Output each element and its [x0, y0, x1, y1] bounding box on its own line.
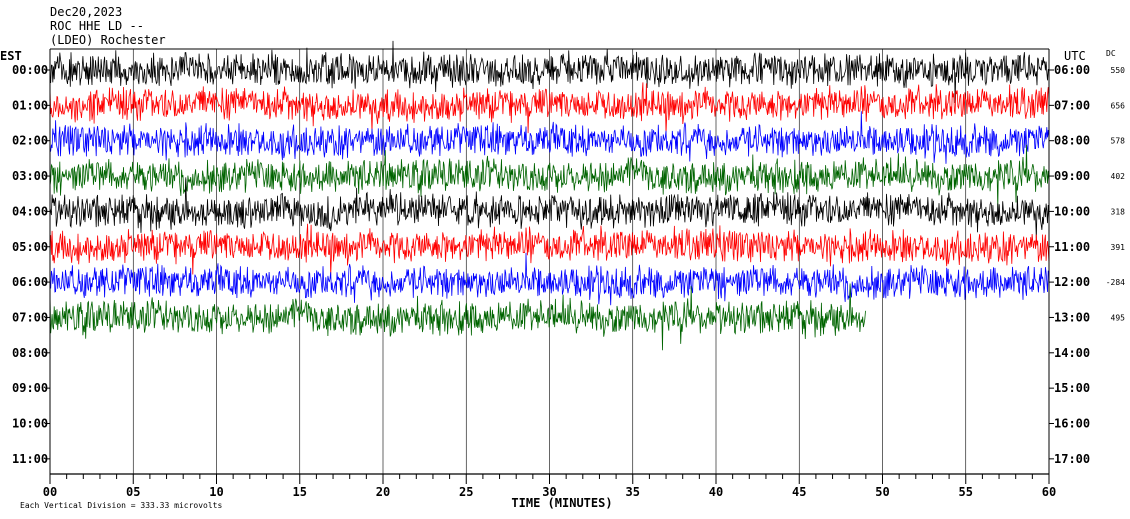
- x-tick-label: 05: [126, 485, 140, 499]
- x-tick-label: 15: [293, 485, 307, 499]
- seismic-traces: [49, 40, 1050, 351]
- utc-axis-label: UTC: [1064, 49, 1086, 63]
- dc-offset: 318: [1111, 207, 1126, 216]
- x-tick-label: 25: [459, 485, 473, 499]
- trace-0000: [49, 40, 1050, 104]
- utc-label: 10:00: [1054, 204, 1090, 218]
- x-tick-label: 35: [626, 485, 640, 499]
- utc-label: 06:00: [1054, 63, 1090, 77]
- est-label: 03:00: [12, 169, 48, 183]
- x-tick-label: 30: [542, 485, 556, 499]
- dc-label: DC: [1106, 49, 1116, 58]
- trace-0400: [49, 177, 1050, 239]
- plot-frame: [49, 48, 1050, 484]
- est-label: 02:00: [12, 134, 48, 148]
- utc-label: 09:00: [1054, 169, 1090, 183]
- trace-0300: [49, 144, 1050, 209]
- header-network: (LDEO) Rochester: [50, 33, 166, 47]
- x-tick-label: 45: [792, 485, 806, 499]
- dc-offset: 578: [1111, 137, 1126, 146]
- trace-0700: [49, 283, 866, 351]
- est-label: 01:00: [12, 98, 48, 112]
- hour-labels: 00:00 06:00 01:00 07:00 02:00 08:00 03:00 09:00…: [12, 63, 1125, 466]
- minute-tick-labels: 00 05 10 15 20 25 30 35 40 45 50 55 60: [43, 485, 1056, 499]
- est-label: 11:00: [12, 452, 48, 466]
- utc-label: 08:00: [1054, 134, 1090, 148]
- est-label: 06:00: [12, 275, 48, 289]
- x-tick-label: 00: [43, 485, 57, 499]
- est-label: 08:00: [12, 346, 48, 360]
- utc-label: 17:00: [1054, 452, 1090, 466]
- x-axis-title: TIME (MINUTES): [511, 496, 612, 510]
- dc-offset: -284: [1106, 278, 1125, 287]
- header-date: Dec20,2023: [50, 5, 122, 19]
- dc-offset: 402: [1111, 172, 1126, 181]
- utc-label: 11:00: [1054, 240, 1090, 254]
- est-label: 10:00: [12, 417, 48, 431]
- utc-label: 15:00: [1054, 381, 1090, 395]
- dc-offset: 656: [1111, 101, 1126, 110]
- utc-label: 12:00: [1054, 275, 1090, 289]
- est-label: 05:00: [12, 240, 48, 254]
- est-label: 00:00: [12, 63, 48, 77]
- utc-label: 14:00: [1054, 346, 1090, 360]
- utc-label: 07:00: [1054, 98, 1090, 112]
- vertical-division-note: Each Vertical Division = 333.33 microvol…: [20, 501, 222, 510]
- minute-gridlines: [132, 49, 967, 474]
- header-station: ROC HHE LD --: [50, 19, 144, 33]
- trace-0200: [49, 111, 1050, 164]
- utc-label: 13:00: [1054, 310, 1090, 324]
- x-tick-label: 55: [959, 485, 973, 499]
- dc-offset: 495: [1111, 313, 1126, 322]
- trace-0500: [49, 223, 1050, 276]
- x-tick-label: 40: [709, 485, 723, 499]
- dc-offset: 550: [1111, 66, 1126, 75]
- x-tick-label: 60: [1042, 485, 1056, 499]
- utc-label: 16:00: [1054, 417, 1090, 431]
- x-tick-label: 10: [209, 485, 223, 499]
- trace-0100: [49, 82, 1050, 135]
- x-tick-label: 50: [875, 485, 889, 499]
- est-label: 09:00: [12, 381, 48, 395]
- est-axis-label: EST: [0, 49, 22, 63]
- est-label: 07:00: [12, 310, 48, 324]
- est-label: 04:00: [12, 204, 48, 218]
- trace-0600: [49, 252, 1050, 306]
- x-tick-label: 20: [376, 485, 390, 499]
- dc-offset: 391: [1111, 243, 1126, 252]
